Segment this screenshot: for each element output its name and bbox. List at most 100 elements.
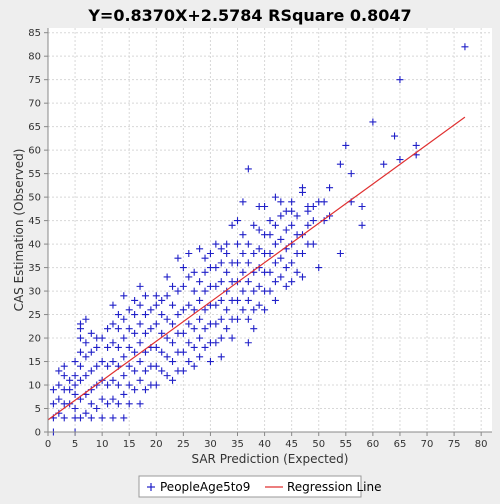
data-point xyxy=(109,320,117,328)
data-point xyxy=(244,240,252,248)
data-point xyxy=(244,339,252,347)
data-point xyxy=(131,348,139,356)
data-point xyxy=(244,315,252,323)
data-point xyxy=(190,287,198,295)
data-point xyxy=(212,339,220,347)
data-point xyxy=(239,231,247,239)
x-tick-label: 45 xyxy=(285,439,298,450)
data-point xyxy=(282,282,290,290)
data-point xyxy=(244,259,252,267)
chart-title: Y=0.8370X+2.5784 RSquare 0.8047 xyxy=(87,6,411,25)
data-point xyxy=(461,43,469,51)
data-point xyxy=(412,141,420,149)
data-point xyxy=(120,390,128,398)
data-point xyxy=(152,343,160,351)
data-point xyxy=(163,315,171,323)
data-point xyxy=(114,381,122,389)
data-point xyxy=(136,376,144,384)
data-point xyxy=(174,254,182,262)
data-point xyxy=(169,320,177,328)
data-point xyxy=(239,306,247,314)
y-tick-label: 5 xyxy=(35,404,41,415)
data-point xyxy=(271,296,279,304)
data-point xyxy=(277,254,285,262)
data-point xyxy=(158,296,166,304)
data-point xyxy=(125,343,133,351)
data-point xyxy=(141,311,149,319)
data-point xyxy=(136,301,144,309)
y-tick-label: 55 xyxy=(28,169,41,180)
data-point xyxy=(212,320,220,328)
y-tick-label: 85 xyxy=(28,28,41,39)
data-point xyxy=(49,400,57,408)
data-point xyxy=(169,282,177,290)
data-point xyxy=(125,381,133,389)
data-point xyxy=(185,249,193,257)
data-point xyxy=(71,405,79,413)
data-point xyxy=(255,282,263,290)
data-point xyxy=(212,301,220,309)
y-tick-label: 20 xyxy=(28,334,41,345)
data-point xyxy=(266,217,274,225)
data-point xyxy=(298,184,306,192)
data-point xyxy=(76,320,84,328)
data-point xyxy=(282,264,290,272)
data-point xyxy=(196,315,204,323)
data-point xyxy=(179,367,187,375)
data-point xyxy=(147,325,155,333)
data-point xyxy=(234,315,242,323)
x-tick-label: 70 xyxy=(421,439,434,450)
x-axis-ticks: 0 5 10 15 20 25 30 35 40 45 50 55 60 65 70 75 80 xyxy=(45,432,488,450)
data-point xyxy=(82,315,90,323)
data-point xyxy=(223,306,231,314)
data-point xyxy=(55,381,63,389)
data-point xyxy=(201,254,209,262)
data-point xyxy=(201,287,209,295)
data-point xyxy=(234,259,242,267)
data-point xyxy=(136,282,144,290)
data-point xyxy=(380,160,388,168)
data-point xyxy=(288,198,296,206)
data-point xyxy=(315,264,323,272)
data-point xyxy=(98,358,106,366)
data-point xyxy=(228,221,236,229)
y-tick-label: 65 xyxy=(28,122,41,133)
data-point xyxy=(152,292,160,300)
x-tick-label: 0 xyxy=(45,439,51,450)
data-point xyxy=(309,203,317,211)
data-point xyxy=(266,249,274,257)
data-point xyxy=(169,358,177,366)
data-point xyxy=(288,207,296,215)
x-tick-label: 50 xyxy=(312,439,325,450)
data-point xyxy=(109,395,117,403)
y-tick-label: 15 xyxy=(28,357,41,368)
data-point xyxy=(288,259,296,267)
data-point xyxy=(223,249,231,257)
legend: PeopleAge5to9 Regression Line xyxy=(138,475,381,498)
data-point xyxy=(298,249,306,257)
legend-series-label: PeopleAge5to9 xyxy=(160,480,250,494)
data-point xyxy=(109,414,117,422)
data-point xyxy=(396,156,404,164)
data-point xyxy=(104,381,112,389)
data-point xyxy=(336,160,344,168)
data-point xyxy=(239,198,247,206)
data-point xyxy=(104,362,112,370)
x-tick-label: 10 xyxy=(96,439,109,450)
data-point xyxy=(109,301,117,309)
data-point xyxy=(174,311,182,319)
data-point xyxy=(163,273,171,281)
data-point xyxy=(271,278,279,286)
data-point xyxy=(158,311,166,319)
data-point xyxy=(396,76,404,84)
data-point xyxy=(114,311,122,319)
data-point xyxy=(71,381,79,389)
data-point xyxy=(131,367,139,375)
regression-line xyxy=(47,116,466,421)
data-point xyxy=(131,329,139,337)
data-point xyxy=(71,372,79,380)
data-point xyxy=(320,198,328,206)
data-point xyxy=(250,306,258,314)
data-point xyxy=(358,203,366,211)
data-point xyxy=(93,405,101,413)
